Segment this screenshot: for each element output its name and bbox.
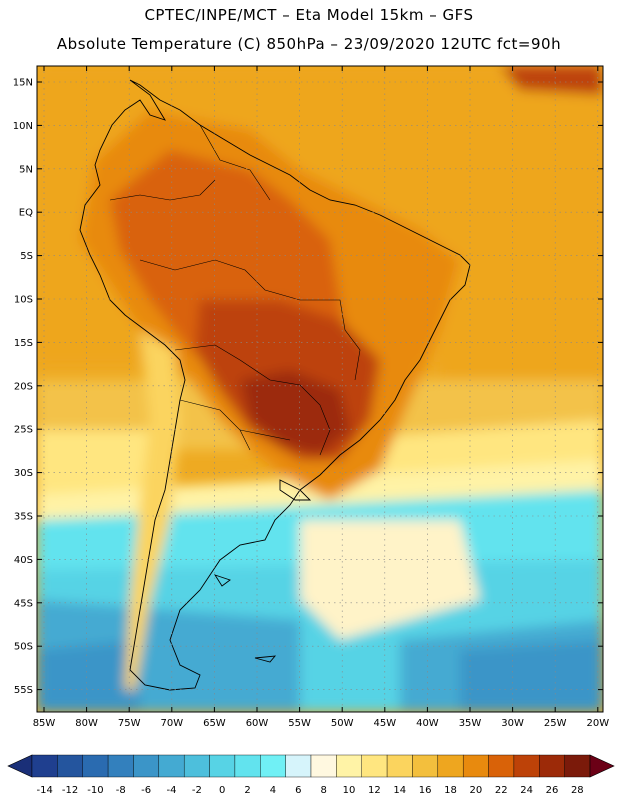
lon-label: 45W bbox=[373, 718, 396, 729]
lon-label: 25W bbox=[544, 718, 567, 729]
colorbar-label: -8 bbox=[116, 785, 126, 796]
latitude-axis: 15N 10N 5N EQ 5S 10S 15S 20S 25S 30S 35S 40S 45S 50S 5… bbox=[13, 78, 603, 696]
title-line-2: Absolute Temperature (C) 850hPa – 23/09/… bbox=[56, 35, 562, 53]
lat-label: 30S bbox=[14, 468, 33, 479]
lat-label: 35S bbox=[14, 512, 33, 523]
colorbar-swatch bbox=[82, 754, 109, 778]
coastlines bbox=[79, 79, 471, 691]
colorbar-label: 28 bbox=[571, 785, 584, 796]
lon-label: 70W bbox=[160, 718, 183, 729]
colorbar-label: -6 bbox=[141, 785, 151, 796]
colorbar-label: 2 bbox=[244, 785, 250, 796]
colorbar-swatch bbox=[564, 754, 591, 778]
lon-label: 65W bbox=[203, 718, 226, 729]
colorbar-label: 12 bbox=[368, 785, 381, 796]
colorbar-swatch bbox=[361, 754, 388, 778]
colorbar-label: 14 bbox=[393, 785, 406, 796]
lon-label: 80W bbox=[75, 718, 98, 729]
longitude-axis: 85W 80W 75W 70W 65W 60W 55W 50W 45W 40W 35W 30W 25W 2… bbox=[33, 66, 609, 729]
colorbar-label: 8 bbox=[320, 785, 326, 796]
colorbar-swatch bbox=[285, 754, 312, 778]
lon-label: 50W bbox=[331, 718, 354, 729]
colorbar: -14 -12 -10 -8 -6 -4 -2 0 2 4 6 8 10 12 14 16 18 20 22 24 26… bbox=[7, 754, 615, 796]
gridlines bbox=[37, 66, 603, 712]
lat-label: 15N bbox=[13, 78, 33, 89]
colorbar-swatch bbox=[386, 754, 413, 778]
lat-label: 55S bbox=[14, 685, 33, 696]
temperature-field bbox=[37, 66, 603, 712]
colorbar-over-arrow bbox=[589, 754, 615, 778]
colorbar-label: -10 bbox=[87, 785, 103, 796]
colorbar-label: 20 bbox=[469, 785, 482, 796]
lat-label: 5N bbox=[19, 164, 33, 175]
colorbar-swatch bbox=[107, 754, 134, 778]
colorbar-swatch bbox=[539, 754, 565, 778]
lat-label: EQ bbox=[19, 208, 33, 219]
colorbar-swatch bbox=[260, 754, 286, 778]
colorbar-label: -4 bbox=[167, 785, 177, 796]
country-borders bbox=[109, 124, 361, 456]
colorbar-swatch bbox=[336, 754, 362, 778]
colorbar-swatch bbox=[183, 754, 210, 778]
lat-label: 40S bbox=[14, 555, 33, 566]
lon-label: 85W bbox=[33, 718, 56, 729]
lon-label: 55W bbox=[288, 718, 311, 729]
colorbar-swatch bbox=[209, 754, 236, 778]
lat-label: 50S bbox=[14, 642, 33, 653]
colorbar-label: -12 bbox=[62, 785, 78, 796]
colorbar-label: 6 bbox=[295, 785, 301, 796]
colorbar-swatch bbox=[31, 754, 58, 778]
colorbar-swatch bbox=[133, 754, 160, 778]
lon-label: 35W bbox=[459, 718, 482, 729]
colorbar-swatch bbox=[412, 754, 439, 778]
colorbar-under-arrow bbox=[7, 754, 33, 778]
colorbar-label: 24 bbox=[520, 785, 533, 796]
colorbar-label: 10 bbox=[343, 785, 356, 796]
colorbar-label: 16 bbox=[419, 785, 432, 796]
colorbar-swatch bbox=[57, 754, 83, 778]
colorbar-label: 22 bbox=[495, 785, 508, 796]
colorbar-label: -2 bbox=[192, 785, 202, 796]
colorbar-swatch bbox=[513, 754, 540, 778]
colorbar-label: 26 bbox=[546, 785, 559, 796]
lat-label: 5S bbox=[20, 251, 33, 262]
lon-label: 20W bbox=[586, 718, 609, 729]
colorbar-swatch bbox=[234, 754, 261, 778]
lat-label: 45S bbox=[14, 598, 33, 609]
colorbar-label: 0 bbox=[219, 785, 225, 796]
colorbar-swatch bbox=[158, 754, 185, 778]
lat-label: 10S bbox=[14, 295, 33, 306]
lon-label: 30W bbox=[501, 718, 524, 729]
lon-label: 60W bbox=[246, 718, 269, 729]
lon-label: 75W bbox=[118, 718, 141, 729]
colorbar-swatch bbox=[488, 754, 515, 778]
lon-label: 40W bbox=[416, 718, 439, 729]
colorbar-swatch bbox=[462, 754, 489, 778]
colorbar-label: 4 bbox=[270, 785, 276, 796]
map-frame bbox=[36, 65, 604, 713]
colorbar-swatch bbox=[310, 754, 337, 778]
title-line-1: CPTEC/INPE/MCT – Eta Model 15km – GFS bbox=[144, 6, 474, 24]
colorbar-label: -14 bbox=[37, 785, 53, 796]
colorbar-label: 18 bbox=[444, 785, 457, 796]
lat-label: 20S bbox=[14, 381, 33, 392]
lat-label: 10N bbox=[13, 121, 33, 132]
colorbar-swatch bbox=[437, 754, 464, 778]
lat-label: 25S bbox=[14, 425, 33, 436]
lat-label: 15S bbox=[14, 338, 33, 349]
